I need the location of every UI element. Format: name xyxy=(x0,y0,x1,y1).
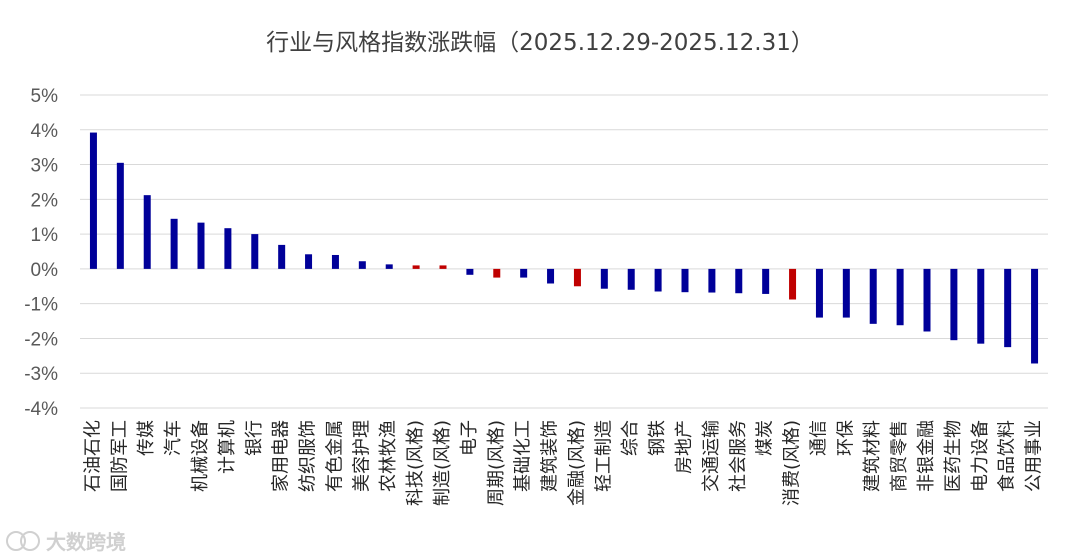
bar xyxy=(573,268,581,287)
x-tick-label: 国防军工 xyxy=(109,420,130,492)
x-tick-label: 计算机 xyxy=(217,420,238,474)
x-tick-label: 传媒 xyxy=(136,420,157,456)
x-tick-label: 石油石化 xyxy=(82,420,103,492)
y-tick-label: 4% xyxy=(31,121,59,142)
x-tick-label: 煤炭 xyxy=(755,420,776,456)
bar xyxy=(708,268,716,293)
x-tick-label: 商贸零售 xyxy=(889,420,910,492)
watermark: 大数跨境 xyxy=(6,530,126,554)
x-tick-label: 基础化工 xyxy=(513,420,534,492)
x-tick-label: 消费(风格) xyxy=(782,420,803,506)
bar xyxy=(466,268,474,275)
x-tick-label: 轻工制造 xyxy=(593,420,614,492)
x-tick-label: 周期(风格) xyxy=(486,420,507,506)
bar xyxy=(950,268,958,341)
bar xyxy=(1031,268,1039,364)
x-tick-label: 制造(风格) xyxy=(432,420,453,506)
bars xyxy=(89,132,1039,364)
y-tick-label: -2% xyxy=(24,329,58,350)
bar xyxy=(305,254,313,269)
bar xyxy=(520,268,528,278)
y-tick-label: -4% xyxy=(24,399,58,420)
y-axis-ticks: 5% 4% 3% 2% 1% 0% -1% -2% -3% -4% xyxy=(24,86,58,420)
x-tick-label: 通信 xyxy=(808,420,829,456)
x-tick-label: 电力设备 xyxy=(970,420,991,492)
bar xyxy=(493,268,501,278)
y-tick-label: 3% xyxy=(31,156,59,177)
watermark-text: 大数跨境 xyxy=(46,530,126,554)
x-tick-label: 交通运输 xyxy=(701,420,722,492)
bar xyxy=(869,268,877,324)
x-tick-label: 钢铁 xyxy=(647,420,668,456)
x-tick-label: 有色金属 xyxy=(324,420,345,492)
bar xyxy=(278,244,286,269)
gridlines xyxy=(80,94,1048,409)
x-tick-label: 美容护理 xyxy=(351,420,372,492)
x-tick-label: 综合 xyxy=(620,420,641,456)
bar xyxy=(923,268,931,332)
bar xyxy=(412,265,420,269)
bar xyxy=(762,268,770,294)
x-tick-label: 纺织服饰 xyxy=(298,420,319,492)
x-tick-label: 建筑材料 xyxy=(862,420,883,492)
x-tick-label: 环保 xyxy=(835,420,856,456)
bar xyxy=(789,268,797,300)
bar xyxy=(331,254,339,269)
x-tick-label: 家用电器 xyxy=(271,420,292,492)
y-tick-label: 1% xyxy=(31,225,59,246)
bar xyxy=(197,222,205,269)
logo-icon xyxy=(6,531,40,551)
y-tick-label: 2% xyxy=(31,190,59,211)
x-tick-label: 农林牧渔 xyxy=(378,420,399,492)
x-tick-label: 食品饮料 xyxy=(997,420,1018,492)
bar xyxy=(627,268,635,290)
x-tick-label: 房地产 xyxy=(674,420,695,474)
chart-title: 行业与风格指数涨跌幅（2025.12.29-2025.12.31） xyxy=(266,30,814,56)
bar xyxy=(1004,268,1012,348)
y-tick-label: -3% xyxy=(24,364,58,385)
bar xyxy=(89,132,97,269)
x-tick-label: 机械设备 xyxy=(190,420,211,492)
bar xyxy=(600,268,608,289)
bar xyxy=(358,261,366,269)
bar xyxy=(224,228,232,269)
bar xyxy=(654,268,662,292)
x-axis-ticks: 石油石化 国防军工 传媒 汽车 机械设备 计算机 银行 家用电器 纺织服饰 有色金属 美容护理 农林牧… xyxy=(82,420,1044,506)
bar xyxy=(143,195,151,269)
y-tick-label: -1% xyxy=(24,295,58,316)
bar xyxy=(977,268,985,344)
bar xyxy=(251,234,259,269)
bar xyxy=(170,218,178,269)
x-tick-label: 金融(风格) xyxy=(566,420,587,506)
x-tick-label: 电子 xyxy=(459,420,480,456)
x-tick-label: 医药生物 xyxy=(943,420,964,492)
bar xyxy=(842,268,850,318)
x-tick-label: 公用事业 xyxy=(1024,420,1045,492)
x-tick-label: 非银金融 xyxy=(916,420,937,492)
bar xyxy=(439,265,447,269)
x-tick-label: 社会服务 xyxy=(728,420,749,492)
x-tick-label: 科技(风格) xyxy=(405,420,426,506)
bar xyxy=(385,264,393,269)
bar xyxy=(116,162,124,269)
x-tick-label: 汽车 xyxy=(163,420,184,456)
bar xyxy=(896,268,904,326)
x-tick-label: 银行 xyxy=(244,420,265,456)
bar xyxy=(815,268,823,318)
bar xyxy=(681,268,689,293)
bar xyxy=(547,268,555,284)
x-tick-label: 建筑装饰 xyxy=(540,420,561,492)
y-tick-label: 0% xyxy=(31,260,59,281)
bar xyxy=(735,268,743,294)
y-tick-label: 5% xyxy=(31,86,59,107)
